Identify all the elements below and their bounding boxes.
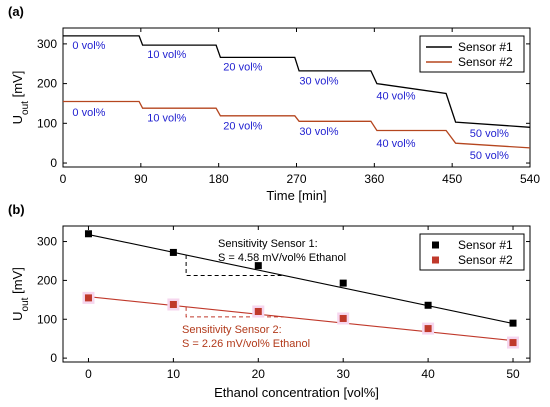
x-axis-title: Ethanol concentration [vol%] (214, 385, 379, 400)
x-tick-label: 20 (252, 367, 266, 381)
series-line-sensor-2 (63, 100, 531, 149)
y-tick-label: 0 (50, 351, 57, 365)
sensitivity-value-sensor-1: S = 4.58 mV/vol% Ethanol (218, 252, 346, 264)
concentration-label: 30 vol% (299, 75, 338, 87)
panel-label-a: (a) (8, 4, 24, 19)
x-tick-label: 270 (286, 172, 306, 186)
data-point-sensor-1 (509, 319, 517, 327)
legend-swatch-sensor-1 (432, 241, 439, 249)
concentration-label: 50 vol% (470, 128, 509, 140)
x-tick-label: 40 (421, 367, 435, 381)
x-tick-label: 180 (209, 172, 229, 186)
y-tick-label: 100 (37, 312, 57, 326)
concentration-label: 40 vol% (376, 138, 415, 150)
data-point-sensor-2 (509, 339, 517, 347)
x-tick-label: 360 (364, 172, 384, 186)
data-point-sensor-2 (84, 294, 92, 302)
x-tick-label: 450 (442, 172, 462, 186)
fit-line-sensor-2 (88, 296, 514, 342)
x-tick-label: 0 (85, 367, 92, 381)
fit-line-sensor-1 (88, 234, 514, 325)
x-axis-title: Time [min] (266, 188, 326, 203)
legend-box-a (419, 35, 525, 73)
x-tick-label: 10 (167, 367, 181, 381)
concentration-label: 10 vol% (147, 113, 186, 125)
data-point-sensor-1 (254, 262, 262, 270)
data-point-sensor-1 (169, 248, 177, 256)
data-point-sensor-1 (84, 230, 92, 238)
data-point-sensor-2 (339, 314, 347, 322)
x-tick-label: 540 (520, 172, 540, 186)
data-point-sensor-1 (339, 279, 347, 287)
concentration-label: 20 vol% (223, 61, 262, 73)
series-line-sensor-1 (63, 35, 531, 128)
x-tick-label: 90 (134, 172, 148, 186)
y-tick-label: 100 (37, 116, 57, 130)
concentration-label: 50 vol% (470, 150, 509, 162)
y-axis-title: Uout [mV] (10, 267, 31, 321)
concentration-label: 10 vol% (147, 49, 186, 61)
panel-label-b: (b) (8, 202, 25, 217)
data-point-sensor-2 (254, 307, 262, 315)
y-axis-title: Uout [mV] (10, 71, 31, 125)
x-tick-label: 50 (506, 367, 520, 381)
y-tick-label: 0 (50, 156, 57, 170)
data-point-sensor-1 (424, 301, 432, 309)
x-tick-label: 30 (337, 367, 351, 381)
legend-swatch-sensor-2 (432, 256, 439, 264)
legend-label-sensor-1: Sensor #1 (458, 40, 513, 54)
legend-label-sensor-2: Sensor #2 (458, 253, 513, 267)
y-tick-label: 200 (37, 77, 57, 91)
x-tick-label: 0 (60, 172, 67, 186)
concentration-label: 20 vol% (223, 120, 262, 132)
sensitivity-title-sensor-1: Sensitivity Sensor 1: (218, 238, 318, 250)
y-tick-label: 300 (37, 235, 57, 249)
sensitivity-value-sensor-2: S = 2.26 mV/vol% Ethanol (182, 338, 310, 350)
sensitivity-step-sensor-1 (185, 255, 284, 276)
legend-box-b (419, 233, 525, 271)
sensitivity-title-sensor-2: Sensitivity Sensor 2: (182, 324, 282, 336)
concentration-label: 0 vol% (72, 40, 105, 52)
concentration-label: 0 vol% (72, 107, 105, 119)
sensitivity-step-sensor-2 (185, 306, 284, 318)
concentration-label: 40 vol% (376, 90, 415, 102)
plot-frame-b (62, 225, 531, 363)
concentration-label: 30 vol% (299, 126, 338, 138)
y-tick-label: 300 (37, 37, 57, 51)
y-tick-label: 200 (37, 273, 57, 287)
legend-label-sensor-2: Sensor #2 (458, 55, 513, 69)
data-point-sensor-2 (424, 325, 432, 333)
legend-label-sensor-1: Sensor #1 (458, 238, 513, 252)
data-point-sensor-2 (169, 300, 177, 308)
